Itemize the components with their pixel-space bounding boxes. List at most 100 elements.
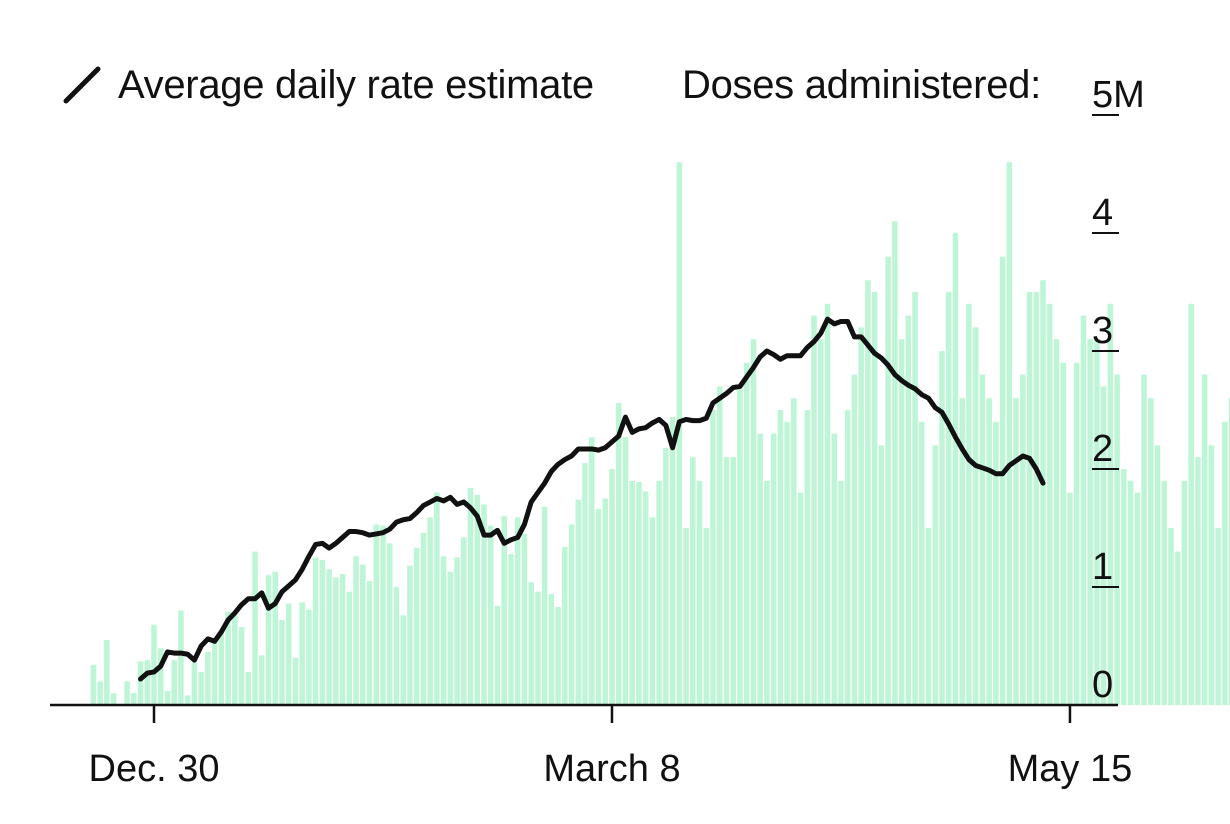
dose-bar: [804, 410, 811, 705]
y-tick-label: 0: [1092, 664, 1113, 706]
dose-bar: [959, 398, 965, 705]
dose-bar: [178, 610, 184, 705]
dose-bar: [541, 506, 548, 705]
dose-bar: [333, 577, 339, 705]
dose-bar: [1121, 469, 1127, 705]
dose-bar: [1195, 457, 1201, 705]
dose-bar: [1107, 303, 1114, 705]
dose-bar: [144, 660, 151, 705]
x-tick-label: March 8: [543, 748, 680, 790]
dose-bar: [622, 437, 629, 705]
dose-bar: [339, 574, 346, 705]
dose-bar: [1080, 315, 1087, 705]
dose-bar: [838, 480, 844, 705]
dose-bar: [851, 374, 858, 705]
dose-bar: [164, 690, 171, 705]
dose-bar: [447, 571, 454, 705]
y-tick-label: 2: [1092, 428, 1113, 470]
dose-bar: [932, 445, 939, 705]
dose-bar: [1141, 374, 1147, 705]
dose-bar: [844, 410, 851, 705]
dose-bar: [1040, 280, 1046, 705]
average-line: [138, 316, 1046, 682]
dose-bar: [292, 657, 299, 705]
dose-bar: [1222, 421, 1228, 705]
dose-bar: [366, 581, 373, 705]
dose-bar: [663, 447, 669, 705]
dose-bar: [386, 543, 393, 705]
dose-bar: [198, 671, 204, 705]
dose-bar: [104, 640, 110, 705]
dose-bar: [501, 516, 507, 705]
dose-bar: [993, 421, 999, 705]
dose-bar: [656, 480, 662, 705]
dose-bar: [1168, 528, 1174, 705]
dose-bar: [1181, 480, 1188, 705]
y-tick-label: 4: [1092, 192, 1113, 234]
dose-bar: [306, 609, 312, 705]
dose-bar: [615, 402, 622, 705]
dose-bar: [595, 509, 602, 705]
dose-bar: [919, 421, 925, 705]
dose-bar: [737, 386, 743, 705]
dose-bar: [562, 546, 568, 705]
dose-bar: [972, 327, 979, 705]
dose-bar: [1154, 445, 1161, 705]
dose-bar: [1100, 386, 1107, 705]
y-tick-label: 1: [1092, 546, 1113, 588]
dose-bar: [353, 556, 359, 705]
dose-bar: [777, 410, 784, 705]
dose-bar: [831, 433, 838, 705]
dose-bar: [225, 611, 231, 705]
dose-bar: [265, 575, 272, 705]
dose-bar: [1087, 339, 1093, 705]
dose-bar: [1060, 362, 1066, 705]
dose-bar: [1148, 398, 1154, 705]
bar-series: [90, 162, 1230, 705]
dose-bar: [966, 303, 972, 705]
dose-bar: [865, 280, 871, 705]
dose-bar: [885, 256, 891, 705]
dose-bar: [898, 339, 905, 705]
dose-bar: [676, 162, 683, 705]
dose-bar: [131, 693, 137, 705]
dose-bar: [1208, 445, 1215, 705]
dose-bar: [710, 410, 716, 705]
y-tick-label: 5M: [1092, 74, 1145, 116]
dose-bar: [683, 528, 689, 705]
dose-bar: [157, 648, 164, 705]
dose-bar: [912, 292, 918, 705]
dose-bar: [373, 524, 380, 705]
dose-bar: [871, 292, 878, 705]
dose-bar: [528, 582, 534, 705]
dose-bar: [440, 556, 447, 705]
dose-bar: [878, 445, 885, 705]
dose-bar: [454, 557, 460, 705]
dose-bar: [999, 256, 1006, 705]
dose-bar: [461, 537, 467, 705]
dose-bar: [487, 525, 494, 705]
dose-bar: [609, 469, 615, 705]
dose-bar: [1094, 339, 1100, 705]
dose-bar: [555, 607, 561, 705]
dose-bar: [979, 374, 986, 705]
dose-bar: [124, 681, 130, 705]
dose-bar: [1114, 374, 1120, 705]
dose-bar: [346, 591, 353, 705]
dose-bar: [380, 525, 386, 705]
dose-bar: [629, 480, 635, 705]
x-tick-label: May 15: [1008, 748, 1133, 790]
dose-bar: [218, 630, 225, 705]
legend: Average daily rate estimate: [60, 58, 594, 112]
dose-bar: [238, 627, 245, 705]
dose-bar: [703, 528, 710, 705]
dose-bar: [1033, 292, 1040, 705]
dose-bar: [730, 457, 736, 705]
dose-bar: [1127, 480, 1134, 705]
dose-bar: [791, 398, 797, 705]
dose-bar: [1020, 374, 1026, 705]
dose-bar: [258, 655, 265, 705]
dose-bar: [636, 481, 642, 705]
dose-bar: [312, 557, 319, 705]
dose-bar: [494, 605, 501, 705]
